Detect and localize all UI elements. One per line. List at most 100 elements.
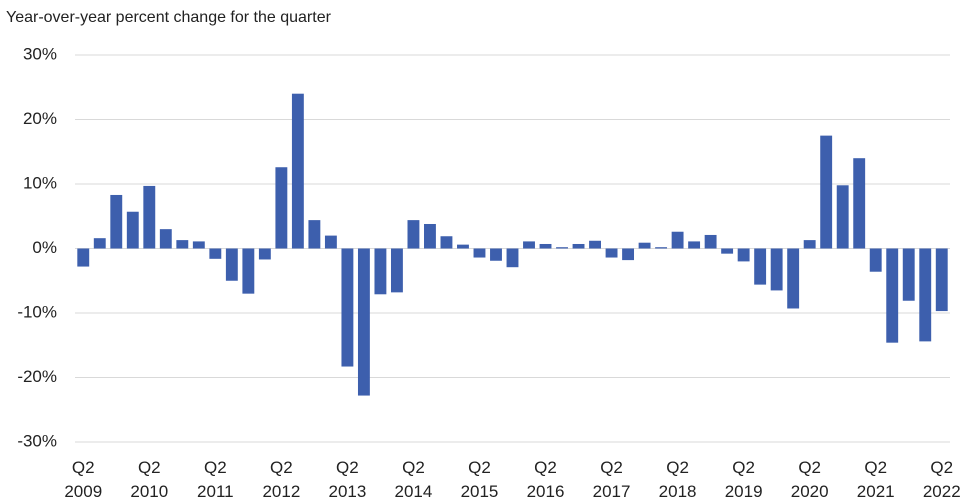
bar: [126, 211, 139, 249]
bar: [77, 248, 90, 267]
bar: [159, 229, 172, 249]
x-tick-label-line: 2018: [659, 482, 697, 501]
bar: [225, 248, 238, 281]
x-tick-label-line: 2009: [64, 482, 102, 501]
bar: [589, 240, 601, 249]
bar: [143, 185, 156, 249]
bar: [390, 248, 403, 293]
x-tick-label-line: 2011: [197, 482, 234, 501]
bar: [242, 248, 255, 294]
bar: [671, 231, 684, 249]
x-tick-label-line: Q2: [402, 458, 425, 477]
bar: [258, 248, 271, 260]
x-tick-label-line: 2012: [262, 482, 300, 501]
y-tick-label: 10%: [23, 173, 57, 192]
bar: [275, 167, 288, 249]
x-tick-label-line: 2010: [130, 482, 168, 501]
bar: [572, 243, 585, 249]
x-tick-label: Q2 2012: [262, 458, 300, 501]
x-tick-label-line: 2019: [725, 482, 763, 501]
bar: [622, 248, 635, 261]
bar: [853, 158, 866, 249]
bar: [902, 248, 915, 301]
x-tick-label-line: Q2: [336, 458, 359, 477]
x-tick-label-line: Q2: [72, 458, 95, 477]
y-tick-label: 0%: [32, 238, 57, 257]
y-tick-label: 20%: [23, 109, 57, 128]
x-tick-label-line: Q2: [600, 458, 623, 477]
bar: [523, 241, 535, 249]
bar: [539, 243, 552, 249]
x-tick-label: Q2 2014: [395, 458, 433, 501]
x-tick-label-line: Q2: [534, 458, 557, 477]
bar: [506, 248, 519, 268]
bar: [291, 93, 304, 249]
bar: [638, 242, 651, 249]
x-tick-label-line: 2021: [857, 482, 895, 501]
bar: [407, 220, 420, 249]
bar: [490, 248, 502, 261]
x-tick-label-line: 2014: [395, 482, 433, 501]
x-tick-label: Q2 2018: [659, 458, 697, 501]
bar: [820, 135, 833, 249]
x-tick-label: Q2 2017: [593, 458, 631, 501]
x-tick-label-line: 2013: [328, 482, 366, 501]
x-tick-label: Q2 2019: [725, 458, 763, 501]
bar: [341, 248, 354, 367]
bar: [737, 248, 750, 262]
x-tick-label: Q2 2021: [857, 458, 895, 501]
x-tick-label-line: Q2: [270, 458, 293, 477]
bar: [308, 220, 321, 249]
chart-title: Year-over-year percent change for the qu…: [6, 9, 332, 26]
x-tick-label-line: Q2: [798, 458, 821, 477]
bar: [605, 248, 618, 258]
bar: [440, 236, 453, 249]
bar: [754, 248, 767, 285]
x-tick-label: Q2 2022: [923, 458, 961, 501]
bar: [721, 248, 734, 254]
bar: [919, 248, 932, 342]
x-tick-label-line: 2016: [527, 482, 565, 501]
bar: [424, 223, 436, 249]
bar: [176, 240, 189, 249]
x-tick-label-line: Q2: [864, 458, 887, 477]
bar: [886, 248, 899, 343]
bar: [556, 247, 568, 249]
x-tick-label: Q2 2011: [197, 458, 234, 501]
bar: [655, 247, 668, 249]
bar: [869, 248, 882, 272]
x-tick-label-line: 2015: [461, 482, 499, 501]
bar: [209, 248, 222, 259]
x-tick-label-line: Q2: [732, 458, 755, 477]
y-tick-label: -20%: [17, 367, 57, 386]
bar: [787, 248, 800, 309]
x-tick-label-line: Q2: [468, 458, 491, 477]
x-tick-label: Q2 2013: [328, 458, 366, 501]
x-tick-label-line: Q2: [138, 458, 161, 477]
bar: [110, 194, 123, 249]
bar: [688, 241, 701, 249]
bar: [935, 248, 948, 312]
x-tick-label-line: 2017: [593, 482, 631, 501]
x-tick-label: Q2 2020: [791, 458, 829, 501]
y-tick-label: -30%: [17, 431, 57, 450]
bar: [836, 185, 849, 249]
bar: [93, 238, 106, 249]
bar: [704, 234, 717, 249]
y-tick-label: 30%: [23, 44, 57, 63]
x-tick-label-line: Q2: [204, 458, 227, 477]
bar: [770, 248, 783, 291]
x-tick-label: Q2 2015: [461, 458, 499, 501]
x-tick-label: Q2 2016: [527, 458, 565, 501]
x-tick-label: Q2 2009: [64, 458, 102, 501]
x-tick-label: Q2 2010: [130, 458, 168, 501]
bar: [473, 248, 486, 258]
bar: [324, 235, 337, 249]
bar: [374, 248, 387, 295]
bar: [192, 241, 205, 249]
bar: [457, 244, 469, 249]
x-tick-label-line: Q2: [930, 458, 953, 477]
y-tick-label: -10%: [17, 302, 57, 321]
x-tick-label-line: Q2: [666, 458, 689, 477]
